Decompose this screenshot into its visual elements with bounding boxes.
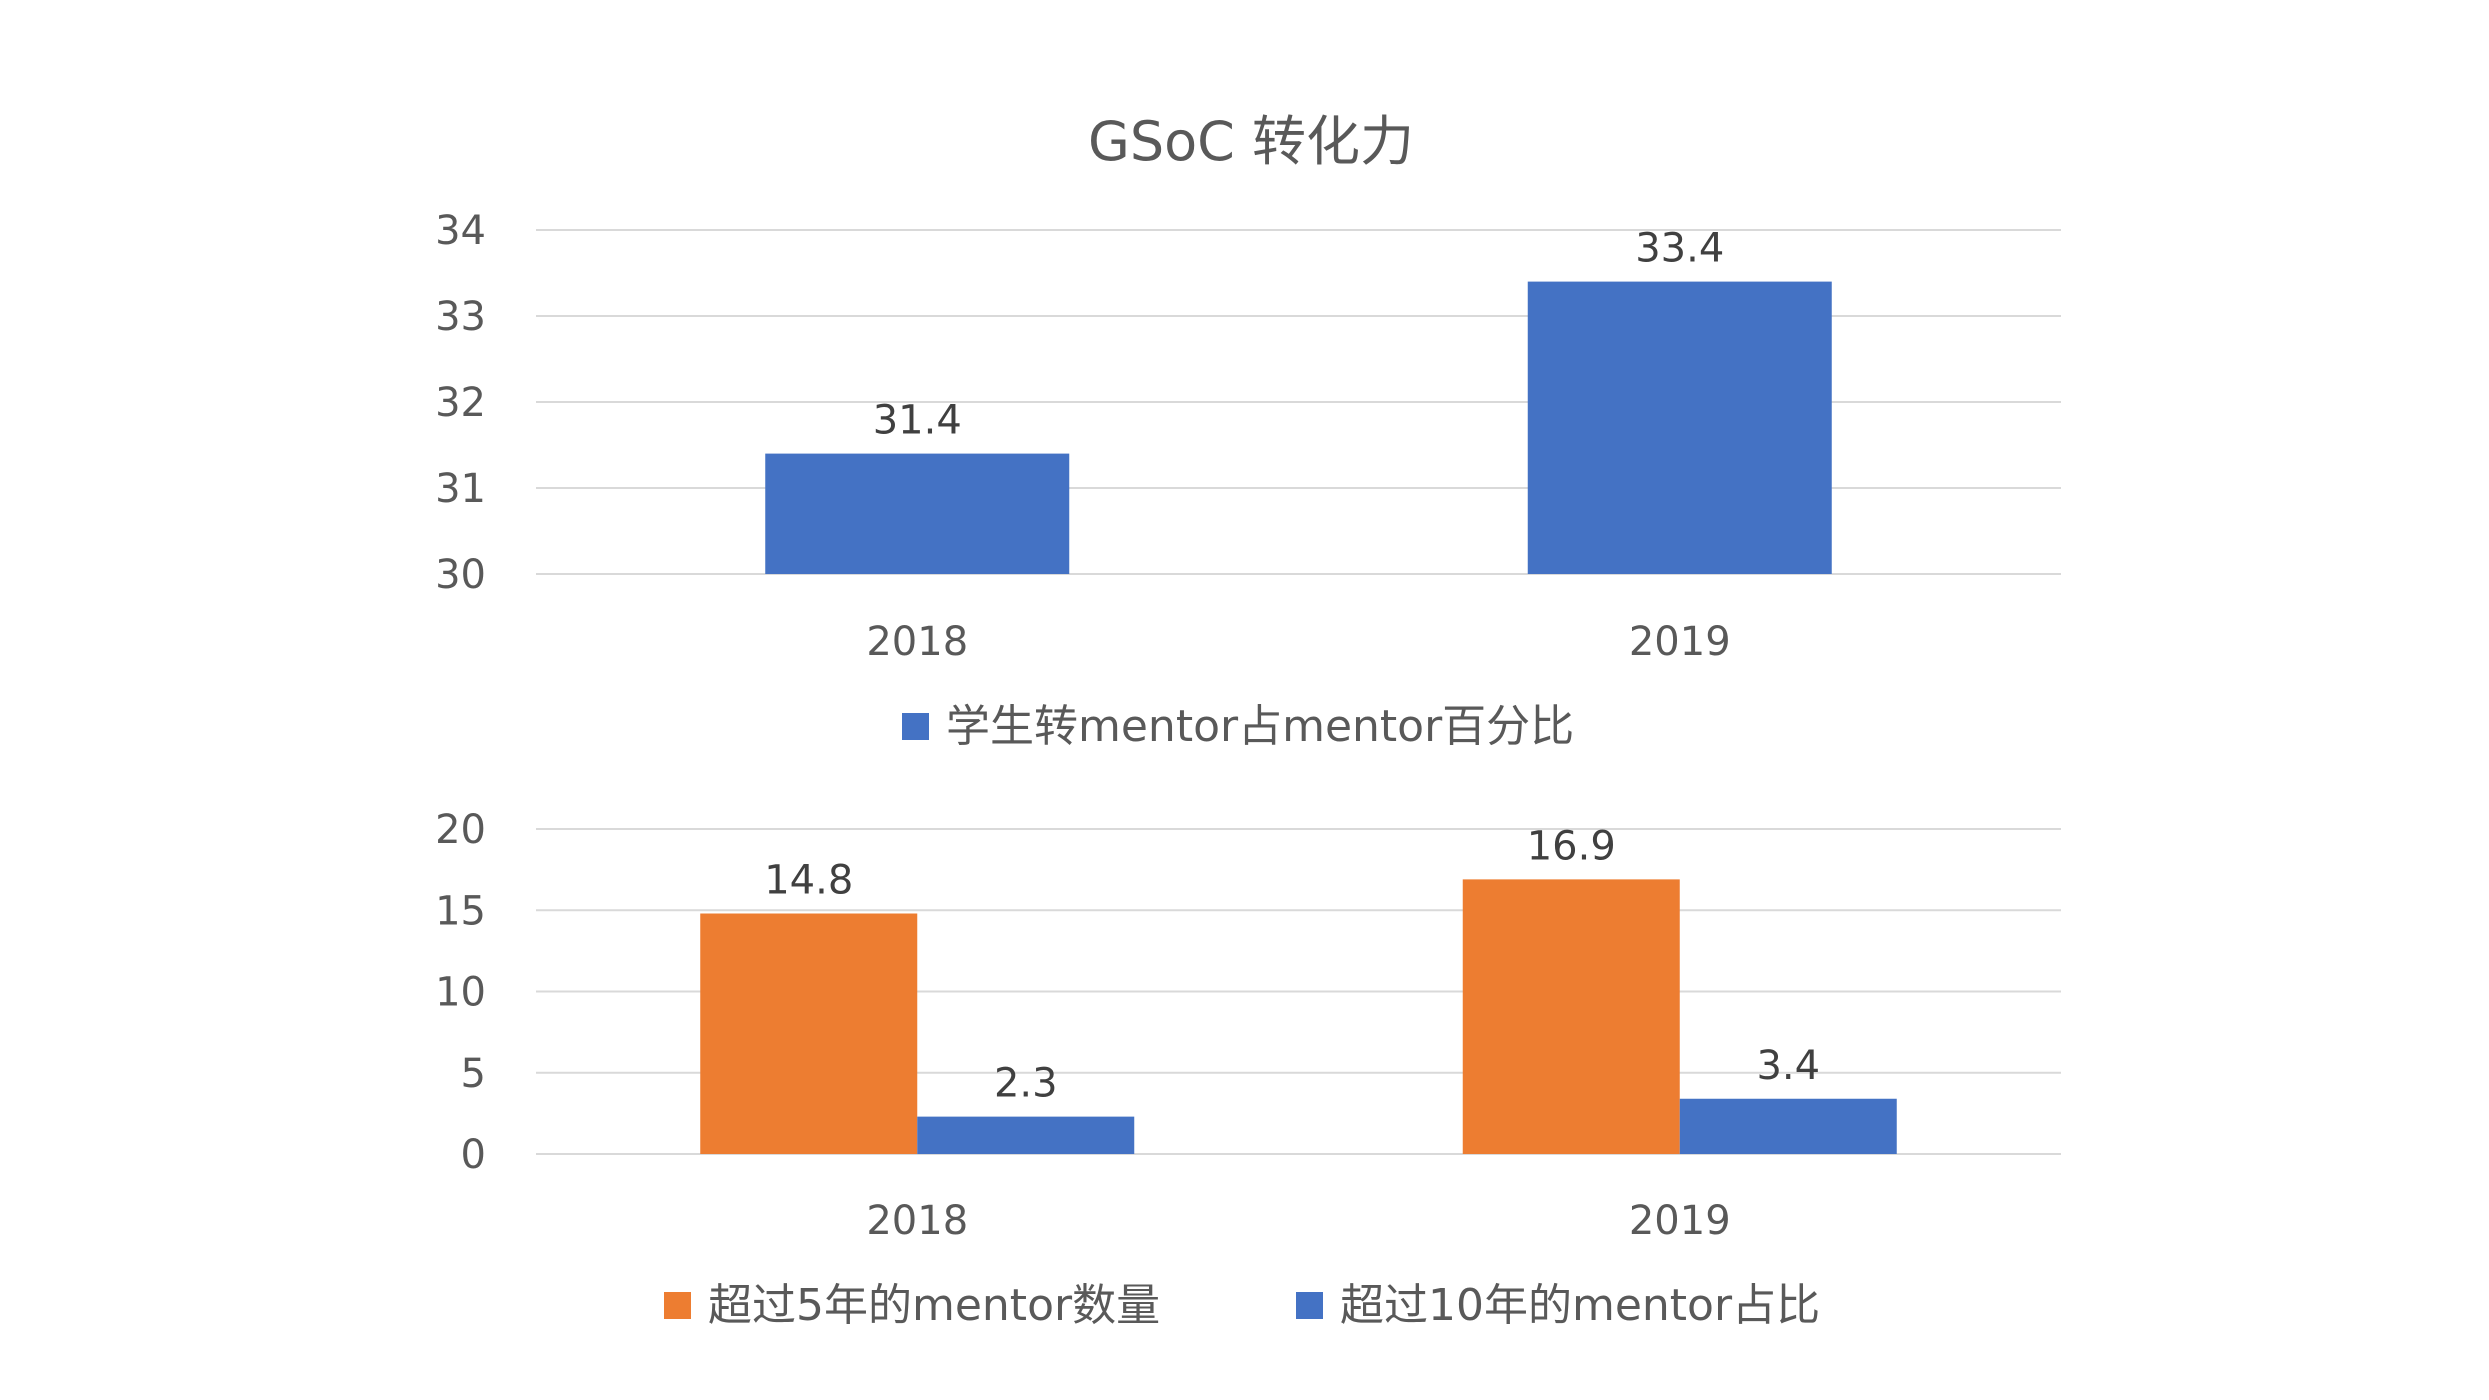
data-label: 31.4 bbox=[873, 398, 962, 444]
y-tick-label: 20 bbox=[435, 807, 486, 853]
legend-label: 超过10年的mentor占比 bbox=[1340, 1280, 1820, 1331]
y-tick-label: 32 bbox=[435, 380, 486, 426]
legend-swatch bbox=[1296, 1292, 1323, 1319]
x-tick-label: 2018 bbox=[866, 1198, 968, 1244]
y-tick-label: 10 bbox=[435, 970, 486, 1016]
y-tick-label: 31 bbox=[435, 466, 486, 512]
legend-swatch bbox=[902, 713, 929, 740]
bar bbox=[1679, 1098, 1897, 1154]
data-label: 2.3 bbox=[994, 1061, 1058, 1107]
legend-swatch bbox=[664, 1292, 691, 1319]
x-tick-label: 2019 bbox=[1629, 1198, 1731, 1244]
data-label: 14.8 bbox=[764, 858, 853, 904]
y-tick-label: 33 bbox=[435, 294, 486, 340]
legend-label: 超过5年的mentor数量 bbox=[708, 1280, 1160, 1331]
y-tick-label: 34 bbox=[435, 208, 486, 254]
y-tick-label: 15 bbox=[435, 888, 486, 934]
y-tick-label: 0 bbox=[461, 1132, 486, 1178]
x-tick-label: 2019 bbox=[1629, 619, 1731, 665]
data-label: 33.4 bbox=[1635, 226, 1724, 272]
data-label: 16.9 bbox=[1527, 823, 1616, 869]
data-label: 3.4 bbox=[1756, 1043, 1820, 1089]
x-tick-label: 2018 bbox=[866, 619, 968, 665]
chart-title: GSoC 转化力 bbox=[1088, 110, 1414, 173]
bar bbox=[765, 453, 1070, 574]
bar bbox=[917, 1116, 1135, 1154]
y-tick-label: 30 bbox=[435, 552, 486, 598]
legend-label: 学生转mentor占mentor百分比 bbox=[946, 701, 1574, 752]
y-tick-label: 5 bbox=[461, 1051, 486, 1097]
bar bbox=[1462, 879, 1680, 1154]
bar bbox=[1527, 281, 1832, 574]
bar bbox=[700, 913, 918, 1154]
